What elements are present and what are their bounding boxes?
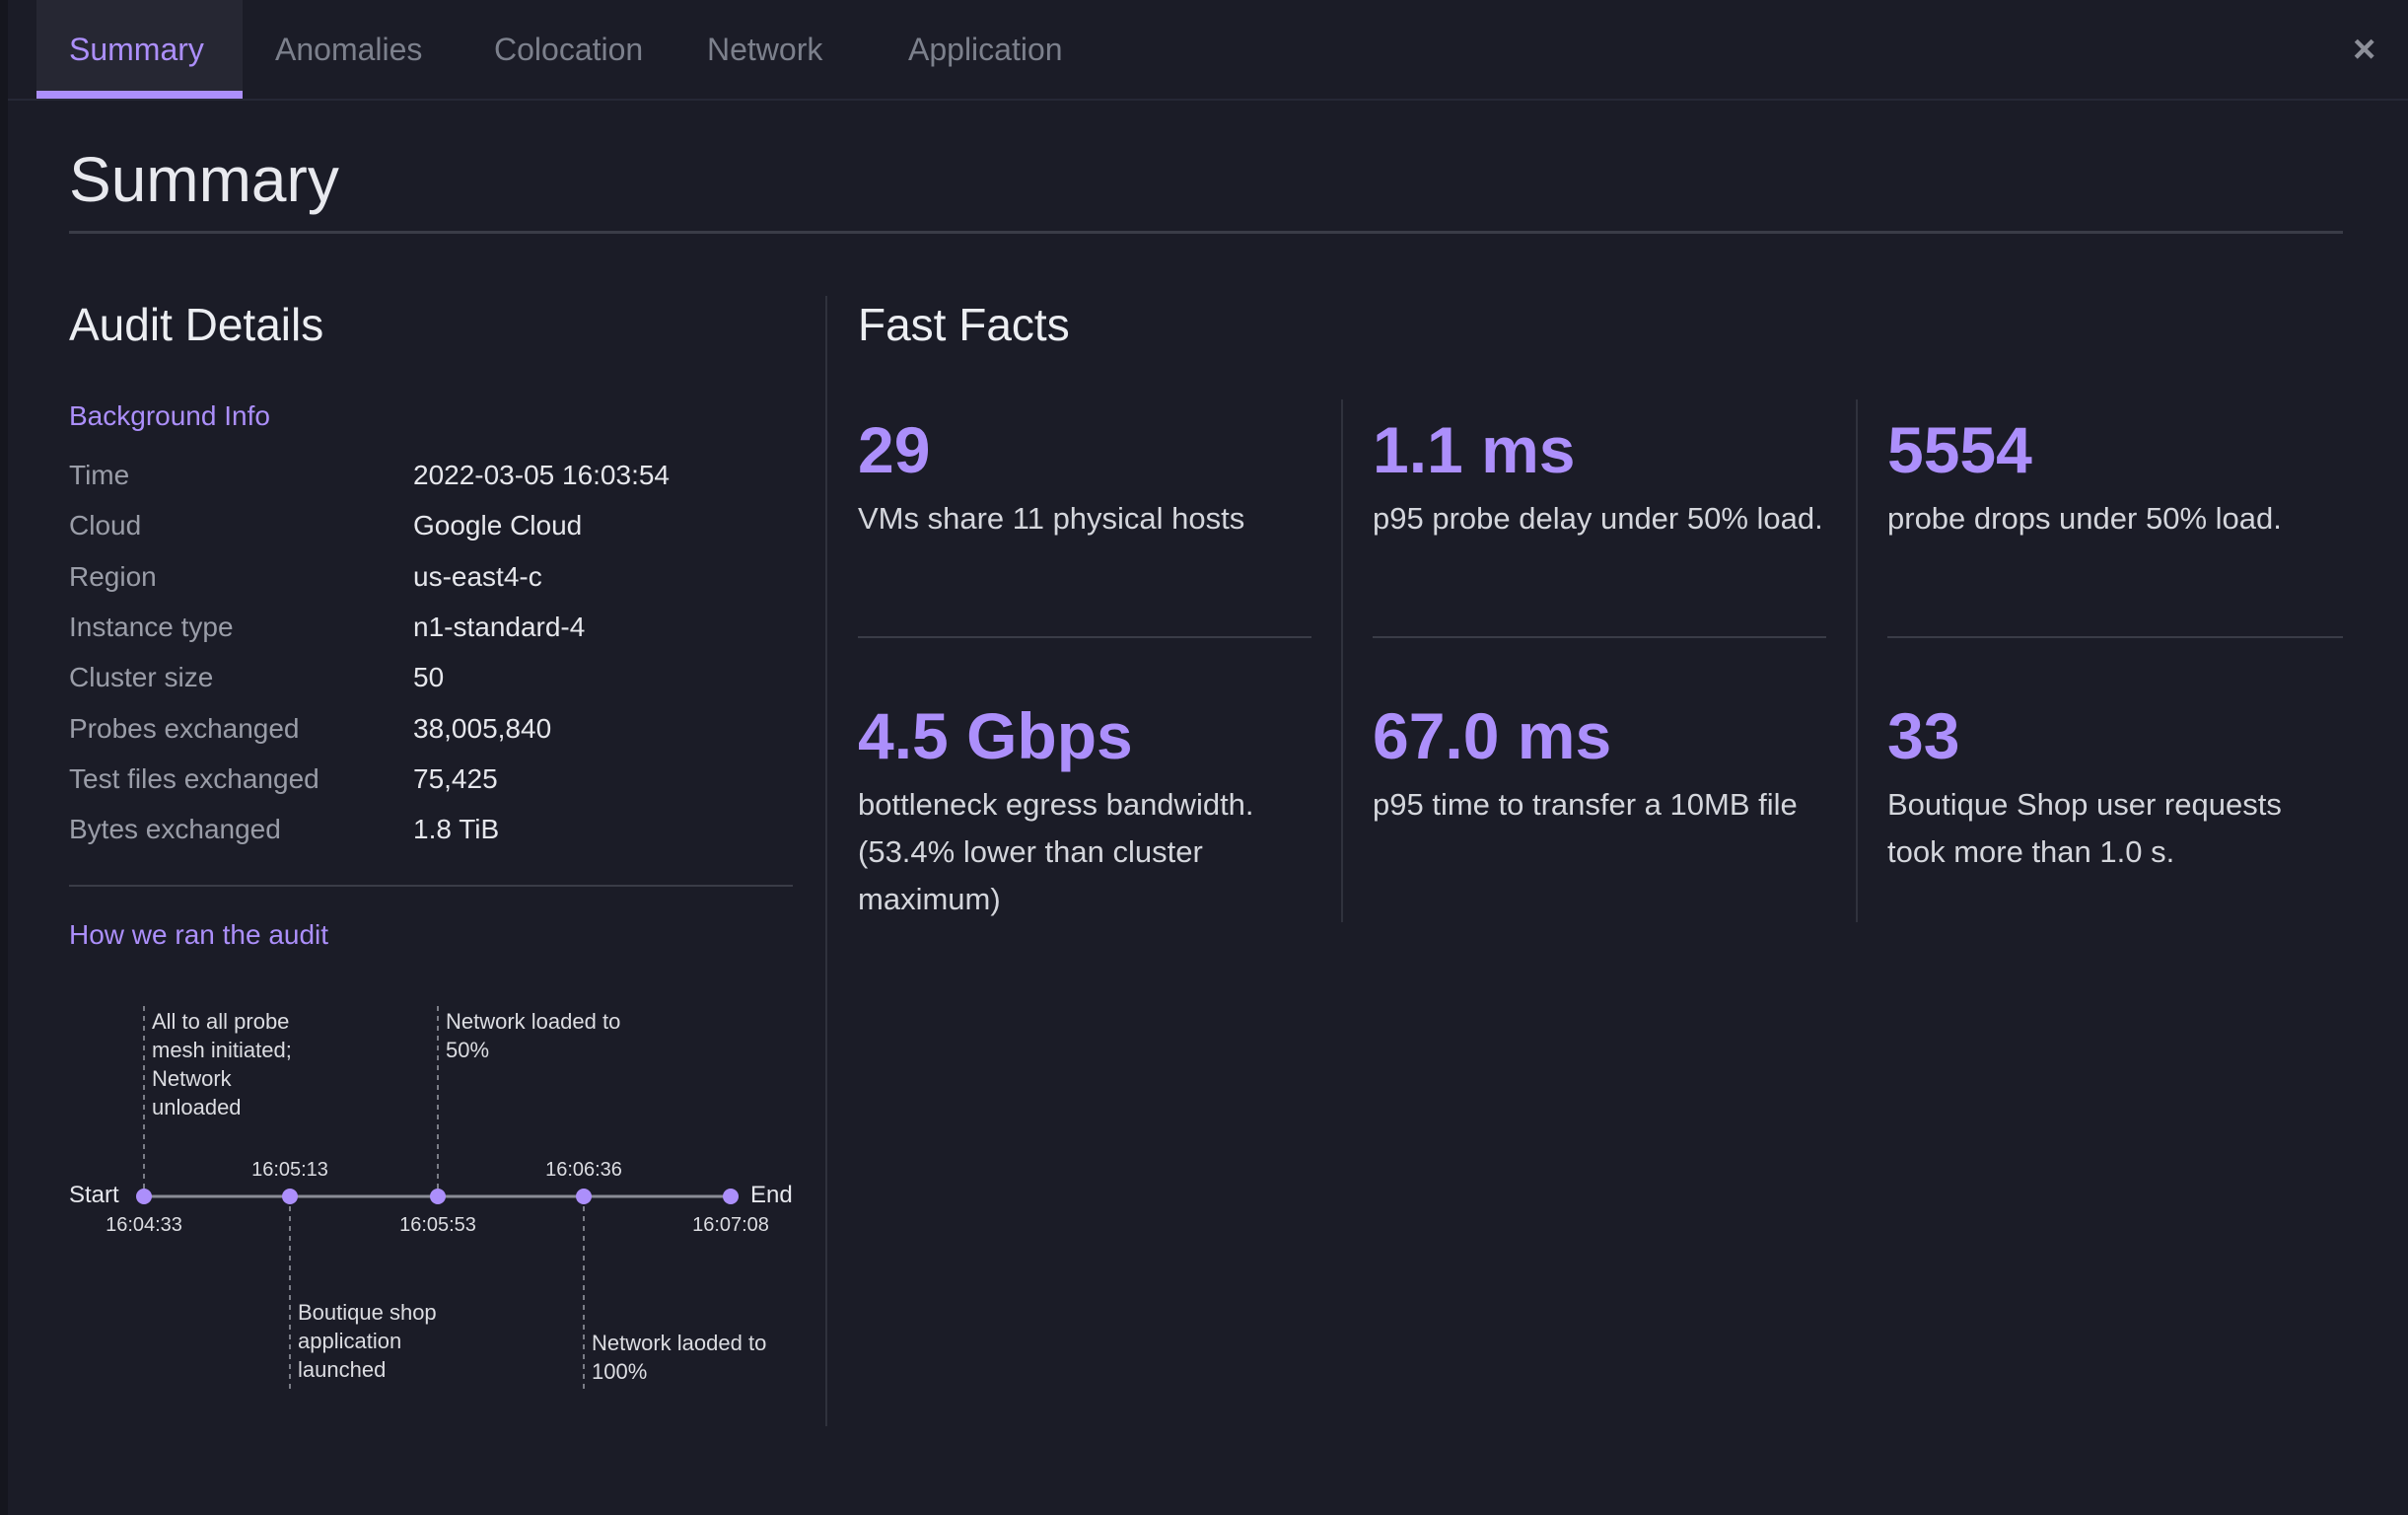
fact-description: VMs share 11 physical hosts: [858, 501, 1245, 536]
audit-row-value: 38,005,840: [413, 712, 552, 744]
fact-value: 67.0 ms: [1373, 699, 1612, 772]
divider: [69, 885, 793, 887]
audit-row-label: Instance type: [69, 611, 234, 642]
fact-description: bottleneck egress bandwidth. (53.4% lowe…: [858, 787, 1254, 916]
column-divider: [1856, 399, 1858, 922]
timeline-dot: [282, 1189, 298, 1204]
fact-description: Boutique Shop user requests took more th…: [1887, 787, 2282, 869]
column-divider: [1341, 399, 1343, 922]
tab-anomalies[interactable]: Anomalies: [275, 31, 423, 67]
timeline-time: 16:05:13: [251, 1159, 328, 1181]
fact-description: probe drops under 50% load.: [1887, 501, 2282, 536]
timeline-graphic: [136, 1006, 739, 1391]
timeline-event: Network loaded to 50%: [446, 1009, 621, 1062]
background-info-heading: Background Info: [69, 400, 270, 431]
timeline-dot: [136, 1189, 152, 1204]
timeline-event: Boutique shop application launched: [298, 1300, 437, 1382]
audit-details-heading: Audit Details: [69, 299, 324, 350]
timeline-end-label: End: [750, 1182, 793, 1208]
divider: [1887, 636, 2343, 638]
audit-row-value: 2022-03-05 16:03:54: [413, 460, 670, 490]
audit-row-label: Bytes exchanged: [69, 814, 281, 845]
audit-row-value: 50: [413, 662, 445, 693]
timeline-event: All to all probe mesh initiated; Network…: [152, 1009, 292, 1119]
timeline-time: 16:07:08: [692, 1214, 769, 1236]
audit-row-value: 75,425: [413, 762, 498, 794]
audit-row-value: us-east4-c: [413, 560, 542, 592]
close-icon[interactable]: ×: [2353, 28, 2376, 71]
tab-bar: Summary Anomalies Colocation Network App…: [8, 0, 2408, 101]
fact-value: 5554: [1887, 413, 2032, 486]
column-divider: [825, 296, 827, 1426]
timeline-time: 16:06:36: [545, 1159, 622, 1181]
tab-network[interactable]: Network: [707, 31, 823, 67]
timeline-start-label: Start: [69, 1182, 119, 1208]
fact-description: p95 time to transfer a 10MB file: [1373, 787, 1798, 822]
audit-row-label: Region: [69, 560, 157, 592]
audit-row-label: Cloud: [69, 510, 142, 541]
divider: [858, 636, 1311, 638]
audit-row-value: 1.8 TiB: [413, 814, 500, 845]
fact-value: 33: [1887, 699, 1960, 772]
timeline-time: 16:04:33: [106, 1214, 182, 1236]
fact-value: 1.1 ms: [1373, 413, 1576, 486]
divider: [69, 231, 2343, 234]
tab-application[interactable]: Application: [908, 31, 1063, 67]
divider: [1373, 636, 1826, 638]
page-title: Summary: [69, 144, 339, 215]
timeline-time: 16:05:53: [399, 1214, 476, 1236]
timeline-dot: [576, 1189, 592, 1204]
tab-colocation[interactable]: Colocation: [494, 31, 644, 67]
left-edge: [0, 0, 8, 1515]
audit-row-label: Test files exchanged: [69, 762, 319, 794]
timeline-dot: [430, 1189, 446, 1204]
fact-description: p95 probe delay under 50% load.: [1373, 501, 1823, 536]
how-we-ran-heading: How we ran the audit: [69, 919, 329, 950]
audit-row-value: n1-standard-4: [413, 611, 586, 642]
audit-row-label: Cluster size: [69, 662, 214, 693]
fast-facts-heading: Fast Facts: [858, 299, 1070, 350]
audit-row-label: Time: [69, 460, 130, 490]
fact-value: 29: [858, 413, 931, 486]
audit-row-label: Probes exchanged: [69, 712, 300, 744]
timeline-event: Network laoded to 100%: [592, 1331, 767, 1384]
tab-summary[interactable]: Summary: [36, 0, 243, 99]
audit-row-value: Google Cloud: [413, 510, 583, 541]
fact-value: 4.5 Gbps: [858, 699, 1133, 772]
timeline-dot: [723, 1189, 739, 1204]
